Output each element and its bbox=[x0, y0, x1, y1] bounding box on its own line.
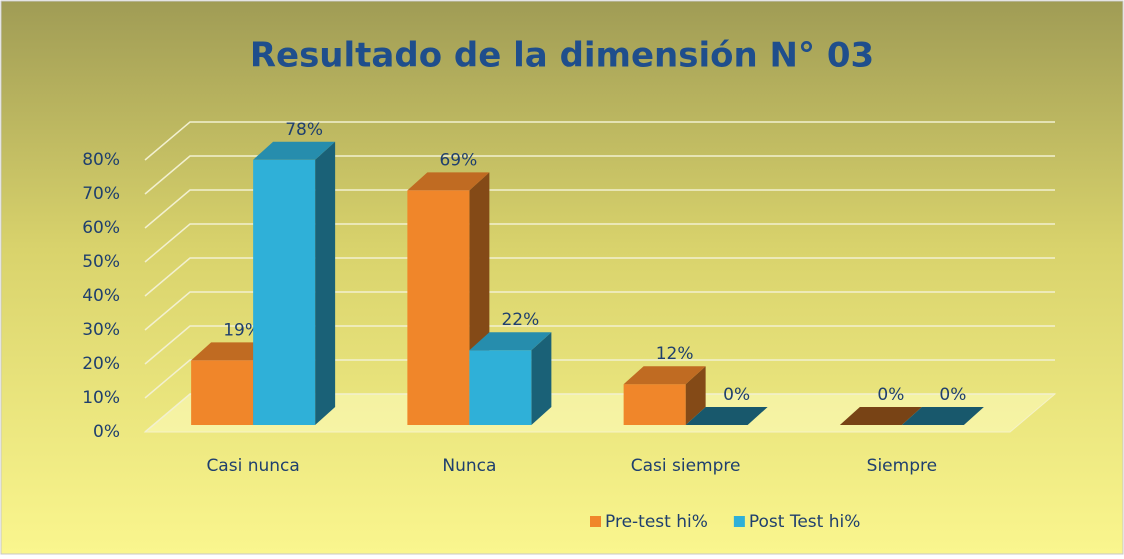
grid-line bbox=[144, 257, 1055, 297]
bar-top bbox=[191, 342, 274, 361]
bar bbox=[685, 407, 768, 425]
y-tick-label: 20% bbox=[82, 354, 120, 374]
legend-swatch bbox=[590, 516, 601, 527]
data-label: 69% bbox=[439, 150, 477, 170]
y-tick-label: 70% bbox=[82, 184, 120, 204]
bar-side bbox=[685, 366, 706, 425]
data-label: 0% bbox=[939, 385, 966, 405]
data-label: 0% bbox=[877, 385, 904, 405]
bar bbox=[901, 407, 984, 425]
bar-top bbox=[469, 332, 552, 351]
grid-line bbox=[144, 325, 1055, 365]
bar-side bbox=[315, 141, 336, 426]
data-label: 78% bbox=[285, 120, 323, 140]
bar-front bbox=[407, 190, 470, 425]
chart-title: Resultado de la dimensión N° 03 bbox=[250, 36, 874, 76]
y-tick-label: 80% bbox=[82, 150, 120, 170]
x-tick-label: Casi nunca bbox=[206, 456, 299, 476]
grid-line bbox=[144, 155, 1055, 195]
bar-front bbox=[469, 350, 532, 425]
bar bbox=[253, 141, 336, 426]
data-label: 19% bbox=[223, 320, 261, 340]
bar bbox=[839, 407, 922, 425]
legend-swatch bbox=[733, 516, 745, 527]
y-tick-label: 0% bbox=[93, 422, 120, 442]
y-tick-label: 40% bbox=[82, 286, 120, 306]
grid-line bbox=[144, 121, 1055, 161]
x-tick-label: Nunca bbox=[442, 456, 496, 476]
data-label: 0% bbox=[723, 385, 750, 405]
bar-front bbox=[191, 360, 254, 425]
data-label: 12% bbox=[656, 344, 694, 364]
bar-top bbox=[839, 407, 922, 425]
bar bbox=[469, 332, 552, 425]
x-tick-label: Siempre bbox=[867, 456, 937, 476]
grid-line bbox=[144, 393, 1055, 433]
bar-front bbox=[253, 159, 316, 426]
bar-side bbox=[531, 332, 552, 425]
y-tick-label: 50% bbox=[82, 252, 120, 272]
grid-line bbox=[144, 189, 1055, 229]
bar-top bbox=[685, 407, 768, 425]
x-tick-label: Casi siempre bbox=[631, 456, 741, 476]
bar bbox=[623, 366, 706, 425]
grid-line bbox=[144, 359, 1055, 399]
legend-label: Pre-test hi% bbox=[605, 512, 708, 532]
data-label: 22% bbox=[501, 310, 539, 330]
bar-top bbox=[407, 172, 490, 191]
legend-label: Post Test hi% bbox=[749, 512, 861, 532]
grid-line bbox=[144, 291, 1055, 331]
bar-front bbox=[623, 384, 686, 425]
y-tick-label: 10% bbox=[82, 388, 120, 408]
bar-top bbox=[253, 141, 336, 160]
y-tick-label: 60% bbox=[82, 218, 120, 238]
bar-top bbox=[623, 366, 706, 385]
bar-top bbox=[901, 407, 984, 425]
y-tick-label: 30% bbox=[82, 320, 120, 340]
grid-line bbox=[144, 223, 1055, 263]
